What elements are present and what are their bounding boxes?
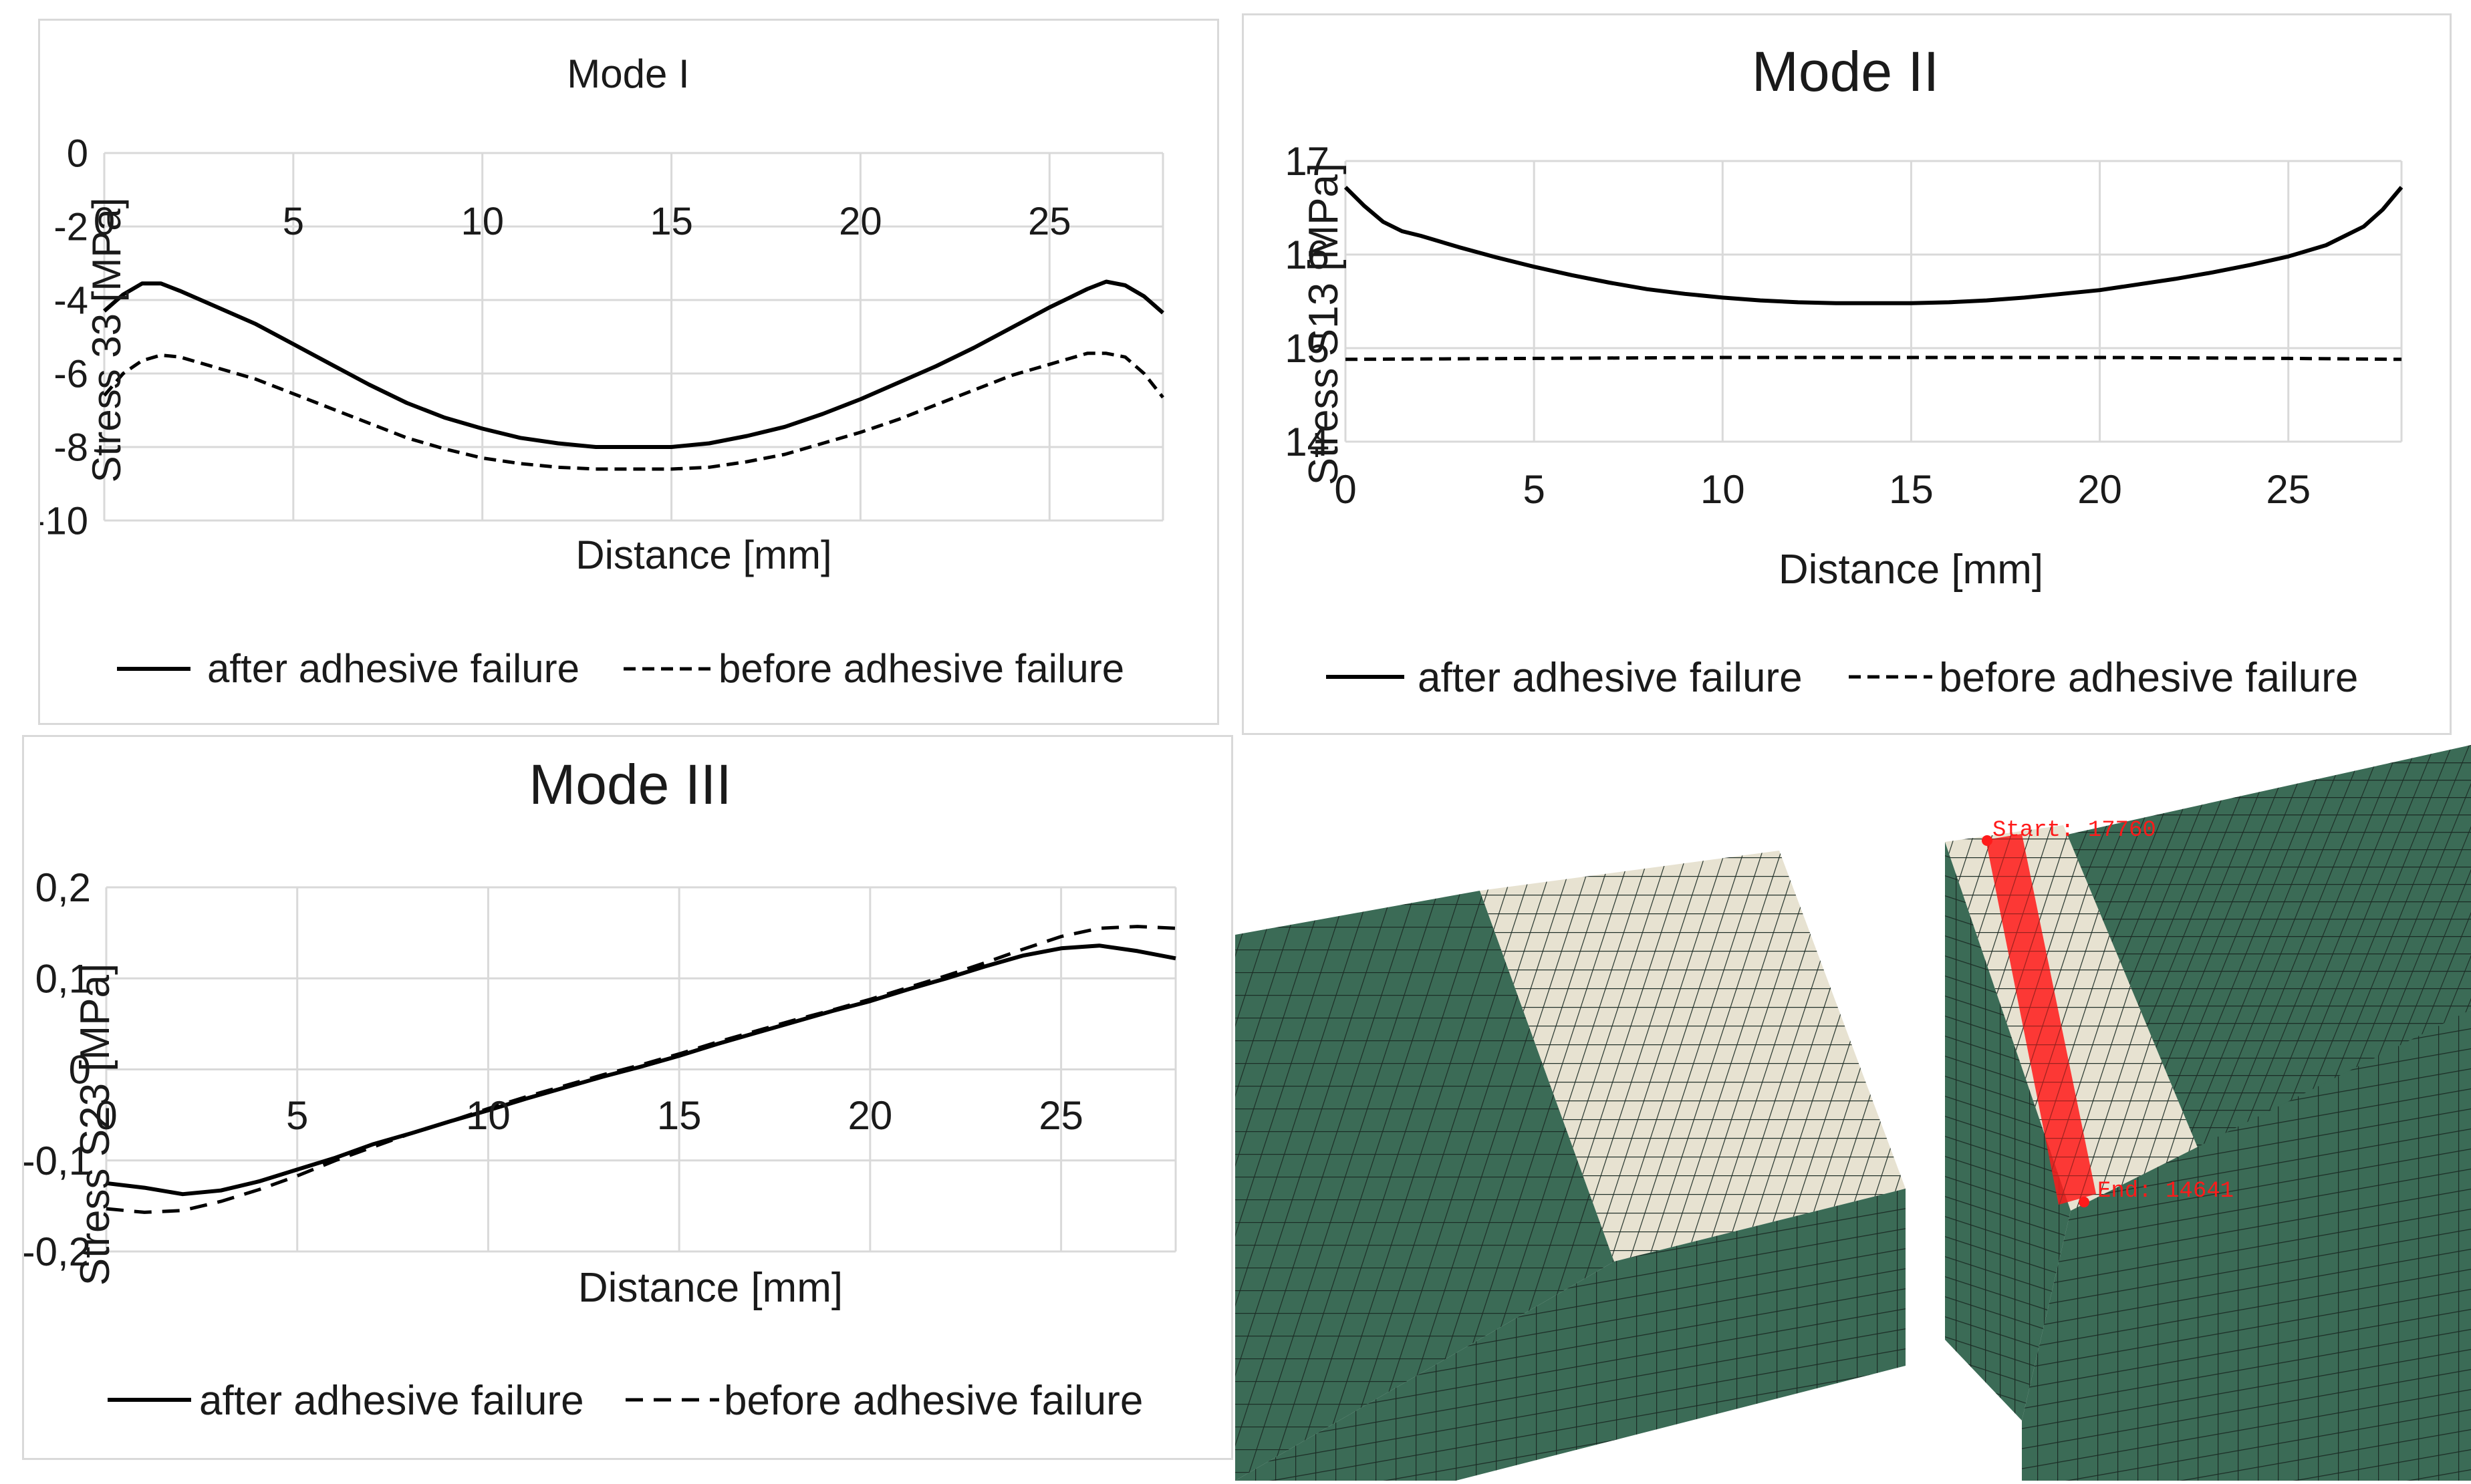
y-tick-label: 0,1 <box>35 956 91 1001</box>
legend-label-before: before adhesive failure <box>1939 655 2358 701</box>
x-tick-label: 25 <box>1039 1093 1083 1138</box>
chart-mode-2-svg: Mode II 0 5 10 15 20 25 14 15 16 17 Distance [mm… <box>1285 40 2403 701</box>
x-tick-label: 0 <box>1334 467 1356 512</box>
x-tick-label: 25 <box>2266 467 2311 512</box>
y-axis-label: Stress S23 [MPa] <box>72 963 118 1286</box>
y-tick-label: 0,2 <box>35 865 91 910</box>
x-tick-label: 10 <box>466 1093 511 1138</box>
x-tick-label: 20 <box>839 200 882 243</box>
series-line-after <box>1343 186 2403 305</box>
x-tick-label: 20 <box>848 1093 892 1138</box>
x-tick-label: 5 <box>1523 467 1545 512</box>
end-node-marker <box>2079 1197 2089 1207</box>
x-tick-label: 5 <box>283 200 304 243</box>
legend-label-after: after adhesive failure <box>1418 655 1803 701</box>
y-tick-label: 0 <box>69 1048 91 1092</box>
x-tick-label: 15 <box>1889 467 1934 512</box>
fem-mesh-model: Start: 17760 End: 14641 <box>1235 745 2471 1481</box>
chart-title: Mode III <box>529 753 731 816</box>
chart-mode-3: Mode III 0 5 10 15 20 25 0,2 0,1 0 -0,1 -0,2 Dist… <box>22 735 1233 1460</box>
series-line-before <box>103 351 1164 471</box>
chart-mode-3-svg: Mode III 0 5 10 15 20 25 0,20,10-0,1-0,2 Dist… <box>24 753 1177 1424</box>
legend: after adhesive failure before adhesive f… <box>117 646 1124 691</box>
start-node-label: Start: 17760 <box>1992 818 2156 843</box>
x-tick-label: 10 <box>461 200 504 243</box>
node-path: Start: 17760 End: 14641 <box>1982 818 2234 1207</box>
y-tick-label: -8 <box>53 426 88 469</box>
x-tick-label: 20 <box>2077 467 2122 512</box>
y-tick-label: 15 <box>1285 326 1329 371</box>
left-block <box>1235 851 1906 1481</box>
y-tick-label: 14 <box>1285 420 1329 464</box>
x-axis-label: Distance [mm] <box>1779 547 2043 593</box>
x-tick-label: 15 <box>657 1093 702 1138</box>
y-tick-label: -0,2 <box>24 1229 91 1274</box>
end-node-label: End: 14641 <box>2097 1179 2234 1204</box>
legend-label-before: before adhesive failure <box>724 1378 1143 1424</box>
x-axis-label: Distance [mm] <box>578 1265 843 1311</box>
x-tick-label: 5 <box>286 1093 308 1138</box>
series-line-before <box>106 925 1176 1214</box>
legend-label-before: before adhesive failure <box>719 646 1124 691</box>
series-line-before <box>1345 355 2402 361</box>
legend: after adhesive failure before adhesive f… <box>1326 655 2358 701</box>
y-tick-label: 16 <box>1285 233 1329 277</box>
series-line-after <box>103 279 1164 449</box>
y-tick-label: -4 <box>53 279 88 322</box>
y-axis-label: Stress S13 [MPa] <box>1301 163 1347 485</box>
y-tick-label: 17 <box>1285 139 1329 184</box>
chart-mode-2: Mode II 0 5 10 15 20 25 14 15 16 17 Distance [mm… <box>1242 13 2452 735</box>
chart-title: Mode I <box>567 51 689 96</box>
x-axis-label: Distance [mm] <box>575 533 831 577</box>
legend: after adhesive failure before adhesive f… <box>108 1378 1143 1424</box>
y-tick-label: -0,1 <box>24 1139 91 1183</box>
chart-title: Mode II <box>1752 40 1939 103</box>
y-tick-label: -2 <box>53 205 88 249</box>
legend-label-after: after adhesive failure <box>199 1378 584 1424</box>
fem-mesh-svg: Start: 17760 End: 14641 <box>1235 745 2471 1481</box>
x-tick-label: 10 <box>1700 467 1745 512</box>
x-tick-label: 0 <box>94 200 115 243</box>
y-axis-label: Stress 33 [MPa] <box>84 198 129 483</box>
x-tick-label: 15 <box>650 200 693 243</box>
y-tick-label: 0 <box>67 132 88 175</box>
series-line-after <box>106 943 1176 1197</box>
x-tick-label: 25 <box>1028 200 1071 243</box>
y-tick-label: -6 <box>53 352 88 396</box>
x-tick-label: 0 <box>95 1093 117 1138</box>
y-tick-label: -10 <box>40 499 88 543</box>
legend-label-after: after adhesive failure <box>207 646 579 691</box>
start-node-marker <box>1982 835 1992 846</box>
